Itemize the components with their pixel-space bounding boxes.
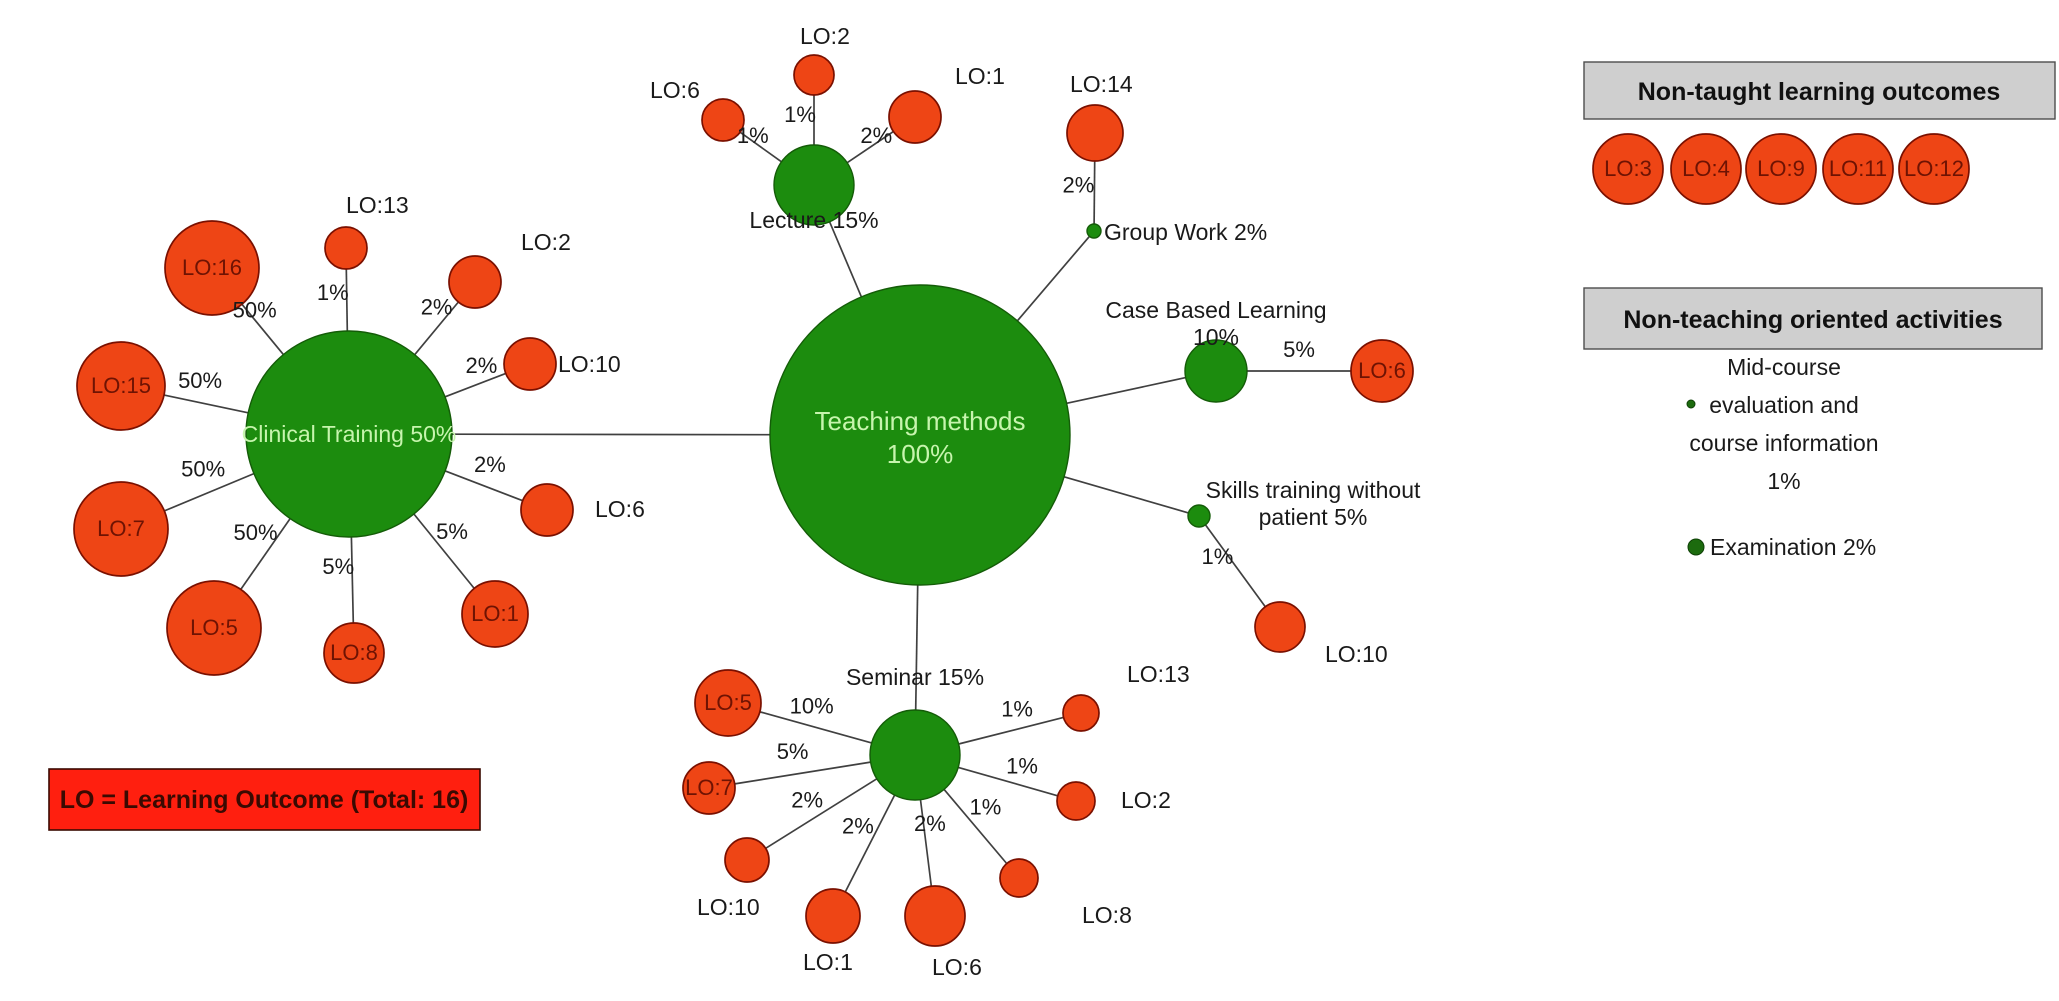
svg-text:course information: course information: [1689, 430, 1878, 456]
svg-text:2%: 2%: [842, 814, 874, 839]
svg-text:LO:10: LO:10: [697, 894, 760, 920]
svg-text:2%: 2%: [914, 811, 946, 836]
svg-text:2%: 2%: [791, 788, 823, 813]
svg-text:LO = Learning Outcome (Total:: LO = Learning Outcome (Total: 16): [60, 786, 469, 814]
svg-text:LO:2: LO:2: [521, 229, 571, 255]
svg-text:LO:9: LO:9: [1757, 156, 1805, 181]
svg-text:LO:14: LO:14: [1070, 71, 1133, 97]
svg-text:1%: 1%: [1006, 754, 1038, 779]
svg-text:LO:16: LO:16: [182, 255, 242, 280]
svg-text:Teaching methods: Teaching methods: [814, 406, 1025, 436]
svg-text:10%: 10%: [1193, 324, 1239, 350]
svg-text:LO:13: LO:13: [1127, 661, 1190, 687]
svg-text:2%: 2%: [474, 452, 506, 477]
svg-text:Case Based Learning: Case Based Learning: [1105, 297, 1326, 323]
svg-text:LO:8: LO:8: [1082, 902, 1132, 928]
svg-text:Non-teaching oriented activiti: Non-teaching oriented activities: [1623, 306, 2002, 334]
svg-text:LO:4: LO:4: [1682, 156, 1730, 181]
svg-text:1%: 1%: [1767, 468, 1800, 494]
svg-text:1%: 1%: [1202, 544, 1234, 569]
svg-text:2%: 2%: [1063, 173, 1095, 198]
svg-text:2%: 2%: [466, 353, 498, 378]
svg-text:Examination 2%: Examination 2%: [1710, 534, 1876, 560]
svg-text:Clinical Training 50%: Clinical Training 50%: [242, 421, 457, 447]
svg-text:LO:1: LO:1: [955, 63, 1005, 89]
svg-text:5%: 5%: [777, 739, 809, 764]
svg-text:LO:5: LO:5: [704, 690, 752, 715]
svg-text:5%: 5%: [1283, 337, 1315, 362]
svg-text:LO:5: LO:5: [190, 615, 238, 640]
svg-text:LO:11: LO:11: [1829, 156, 1887, 181]
svg-text:1%: 1%: [317, 280, 349, 305]
svg-text:Lecture 15%: Lecture 15%: [749, 207, 878, 233]
svg-text:Non-taught learning outcomes: Non-taught learning outcomes: [1638, 78, 2001, 106]
svg-text:Skills training without: Skills training without: [1206, 477, 1421, 503]
svg-text:LO:1: LO:1: [471, 601, 519, 626]
svg-text:LO:6: LO:6: [595, 496, 645, 522]
svg-text:1%: 1%: [1001, 697, 1033, 722]
svg-text:LO:10: LO:10: [558, 351, 621, 377]
svg-text:50%: 50%: [233, 297, 277, 322]
svg-text:2%: 2%: [860, 123, 892, 148]
svg-text:LO:6: LO:6: [1358, 358, 1406, 383]
svg-text:1%: 1%: [784, 102, 816, 127]
svg-text:1%: 1%: [970, 794, 1002, 819]
svg-text:50%: 50%: [233, 520, 277, 545]
svg-text:50%: 50%: [178, 368, 222, 393]
svg-text:Seminar 15%: Seminar 15%: [846, 664, 984, 690]
svg-text:5%: 5%: [322, 554, 354, 579]
svg-text:LO:7: LO:7: [97, 516, 145, 541]
svg-text:LO:12: LO:12: [1904, 156, 1964, 181]
svg-text:50%: 50%: [181, 456, 225, 481]
svg-text:10%: 10%: [790, 693, 834, 718]
svg-text:5%: 5%: [436, 519, 468, 544]
svg-text:LO:6: LO:6: [650, 77, 700, 103]
svg-text:LO:3: LO:3: [1604, 156, 1652, 181]
svg-text:LO:7: LO:7: [685, 775, 733, 800]
svg-text:100%: 100%: [887, 439, 954, 469]
svg-text:1%: 1%: [737, 123, 769, 148]
svg-text:LO:8: LO:8: [330, 640, 378, 665]
svg-text:LO:2: LO:2: [1121, 787, 1171, 813]
svg-text:LO:10: LO:10: [1325, 641, 1388, 667]
svg-text:patient 5%: patient 5%: [1259, 504, 1368, 530]
svg-text:LO:1: LO:1: [803, 949, 853, 975]
svg-text:Mid-course: Mid-course: [1727, 354, 1841, 380]
svg-text:LO:6: LO:6: [932, 954, 982, 980]
svg-text:LO:15: LO:15: [91, 373, 151, 398]
svg-text:2%: 2%: [421, 294, 453, 319]
svg-text:LO:13: LO:13: [346, 192, 409, 218]
svg-text:Group Work 2%: Group Work 2%: [1104, 219, 1267, 245]
svg-text:LO:2: LO:2: [800, 23, 850, 49]
svg-text:evaluation and: evaluation and: [1709, 392, 1859, 418]
